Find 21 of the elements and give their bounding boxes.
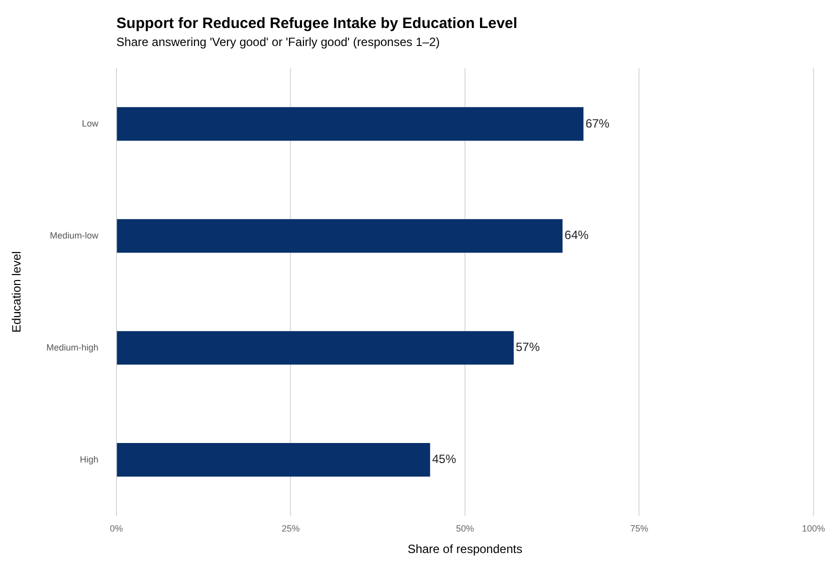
- y-tick-label: Low: [82, 118, 99, 128]
- bar: [116, 331, 514, 365]
- bar: [116, 107, 584, 141]
- bar: [116, 219, 563, 253]
- x-axis-title: Share of respondents: [408, 542, 522, 556]
- x-tick-label: 75%: [630, 524, 648, 534]
- y-tick-label: Medium-low: [50, 230, 99, 240]
- data-label: 45%: [432, 452, 456, 466]
- bar: [116, 443, 430, 477]
- y-tick-label: Medium-high: [46, 342, 98, 352]
- data-label: 64%: [564, 228, 589, 242]
- x-tick-label: 25%: [282, 524, 300, 534]
- data-label: 57%: [516, 340, 540, 354]
- x-tick-label: 0%: [110, 524, 123, 534]
- x-tick-label: 50%: [456, 524, 474, 534]
- y-tick-label: High: [80, 454, 98, 464]
- y-axis-title: Education level: [10, 251, 24, 333]
- data-label: 67%: [585, 116, 610, 130]
- chart-subtitle: Share answering 'Very good' or 'Fairly good' (responses 1–2): [116, 35, 440, 49]
- chart-title: Support for Reduced Refugee Intake by Education Level: [116, 15, 518, 32]
- x-tick-label: 100%: [802, 524, 826, 534]
